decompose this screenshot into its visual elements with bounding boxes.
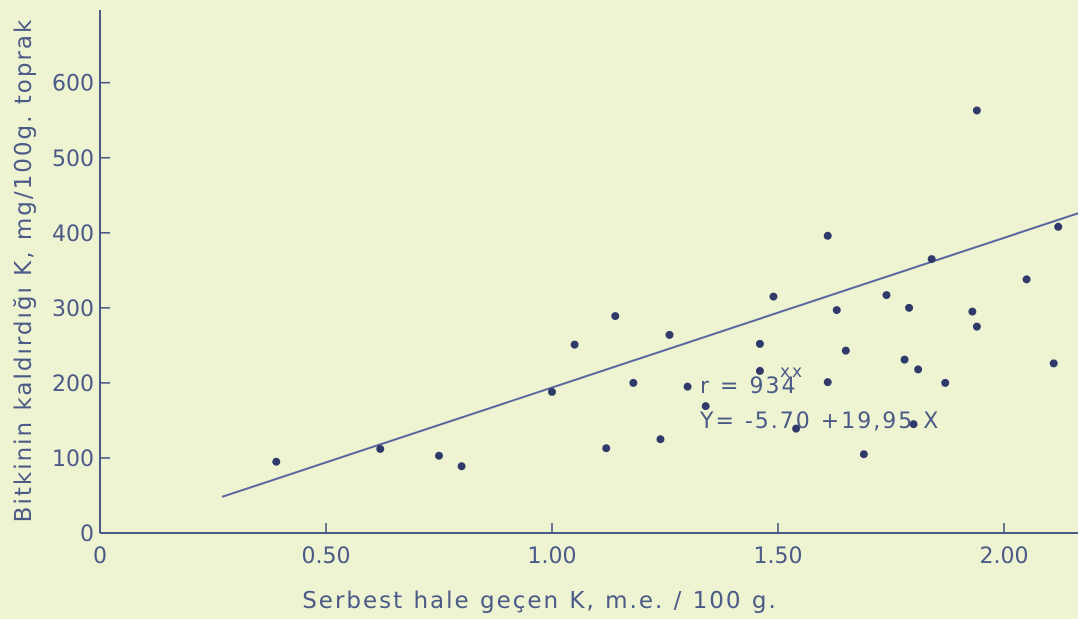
- data-point: [656, 435, 665, 444]
- data-point: [755, 366, 764, 375]
- regression-equation: Y= -5.70 +19,95 X: [699, 409, 940, 434]
- data-points: [272, 106, 1063, 471]
- data-point: [968, 307, 977, 316]
- data-point: [841, 346, 850, 355]
- data-point: [683, 382, 692, 391]
- data-point: [941, 378, 950, 387]
- data-point: [611, 312, 620, 321]
- data-point: [792, 424, 801, 433]
- data-point: [905, 303, 914, 312]
- y-tick-label: 300: [52, 297, 94, 322]
- y-tick-label: 600: [52, 72, 94, 97]
- correlation-text: r = 934: [700, 374, 797, 399]
- data-point: [832, 306, 841, 315]
- data-point: [909, 420, 918, 429]
- x-tick-label: 0: [93, 544, 107, 569]
- y-axis-label: Bitkinin kaldırdığı K, mg/100g. toprak: [11, 18, 37, 523]
- data-point: [1049, 359, 1058, 368]
- regression-line: [221, 212, 1078, 498]
- data-point: [769, 292, 778, 301]
- data-point: [823, 378, 832, 387]
- x-tick-label: 1.50: [754, 544, 803, 569]
- data-point: [972, 322, 981, 331]
- data-point: [457, 462, 466, 471]
- data-point: [665, 330, 674, 339]
- axes: [99, 10, 1078, 534]
- significance-marker: xx: [780, 362, 804, 382]
- data-point: [548, 387, 556, 396]
- y-tick-label: 200: [52, 372, 94, 397]
- x-tick-label: 2.00: [980, 544, 1029, 569]
- data-point: [1054, 222, 1063, 231]
- x-tick-label: 0.50: [302, 544, 351, 569]
- x-axis-ticks: 00.501.001.502.002.503.003.504.00: [93, 523, 1029, 569]
- data-point: [823, 231, 832, 240]
- data-point: [435, 451, 443, 460]
- y-tick-label: 100: [52, 447, 94, 472]
- data-point: [882, 291, 891, 300]
- data-point: [972, 106, 981, 115]
- data-point: [602, 444, 611, 453]
- data-point: [1022, 275, 1031, 284]
- x-tick-label: 1.00: [528, 544, 577, 569]
- data-point: [755, 339, 764, 348]
- y-axis-ticks: 0 100 200 300 400 500 600: [52, 72, 110, 547]
- data-point: [859, 450, 868, 459]
- data-point: [570, 340, 579, 349]
- data-point: [927, 255, 936, 264]
- statistics-annotation: r = 934 xx Y= -5.70 +19,95 X: [699, 362, 940, 434]
- data-point: [272, 457, 281, 466]
- data-point: [629, 378, 638, 387]
- data-point: [900, 355, 909, 364]
- y-tick-label: 500: [52, 147, 94, 172]
- data-point: [701, 402, 710, 411]
- x-axis-label: Serbest hale geçen K, m.e. / 100 g.: [302, 588, 778, 614]
- y-tick-label: 400: [52, 222, 94, 247]
- data-point: [376, 444, 385, 453]
- y-tick-label: 0: [80, 522, 94, 547]
- data-point: [914, 365, 923, 374]
